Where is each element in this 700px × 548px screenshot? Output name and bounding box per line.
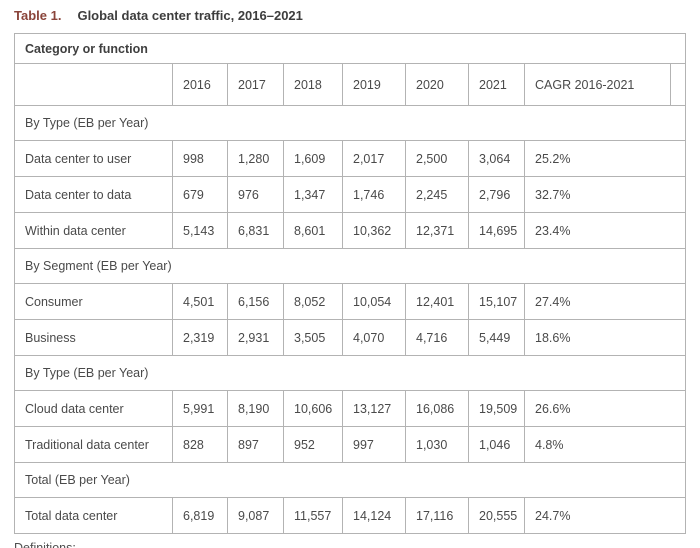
- value-cell: 1,046: [468, 426, 525, 463]
- value-cell: 10,362: [342, 212, 406, 249]
- value-cell: 5,449: [468, 319, 525, 356]
- table-row: Consumer 4,501 6,156 8,052 10,054 12,401…: [14, 283, 687, 320]
- row-label: Total data center: [14, 497, 173, 534]
- row-label: Within data center: [14, 212, 173, 249]
- value-cell: 997: [342, 426, 406, 463]
- value-cell: 10,606: [283, 390, 343, 427]
- year-header-2018: 2018: [283, 63, 343, 106]
- value-cell: 10,054: [342, 283, 406, 320]
- section-row: By Type (EB per Year): [13, 105, 687, 141]
- table-row: Data center to data 679 976 1,347 1,746 …: [14, 176, 687, 213]
- value-cell: 20,555: [468, 497, 525, 534]
- value-cell: 8,052: [283, 283, 343, 320]
- value-cell: 16,086: [405, 390, 469, 427]
- section-label: By Segment (EB per Year): [13, 248, 687, 284]
- section-row: Total (EB per Year): [13, 462, 687, 498]
- row-label: Data center to user: [14, 140, 173, 177]
- value-cell: 2,500: [405, 140, 469, 177]
- section-label: Total (EB per Year): [13, 462, 687, 498]
- year-header-row: 2016 2017 2018 2019 2020 2021 CAGR 2016-…: [14, 63, 687, 106]
- value-cell: 952: [283, 426, 343, 463]
- row-label: Cloud data center: [14, 390, 173, 427]
- value-cell: 4,716: [405, 319, 469, 356]
- row-label: Data center to data: [14, 176, 173, 213]
- value-cell: 1,347: [283, 176, 343, 213]
- cagr-cell: 23.4%: [523, 212, 687, 249]
- value-cell: 8,601: [283, 212, 343, 249]
- value-cell: 976: [227, 176, 284, 213]
- value-cell: 6,831: [227, 212, 284, 249]
- value-cell: 2,017: [342, 140, 406, 177]
- category-header-row: Category or function: [13, 33, 687, 64]
- row-label: Consumer: [14, 283, 173, 320]
- empty-corner-cell: [14, 63, 173, 106]
- row-label: Business: [14, 319, 173, 356]
- value-cell: 12,371: [405, 212, 469, 249]
- value-cell: 8,190: [227, 390, 284, 427]
- value-cell: 6,819: [172, 497, 228, 534]
- value-cell: 4,501: [172, 283, 228, 320]
- year-header-2016: 2016: [172, 63, 228, 106]
- row-label: Traditional data center: [14, 426, 173, 463]
- section-label: By Type (EB per Year): [13, 355, 687, 391]
- cagr-cell: 18.6%: [523, 319, 687, 356]
- cagr-cell: 26.6%: [523, 390, 687, 427]
- value-cell: 2,245: [405, 176, 469, 213]
- table-row: Within data center 5,143 6,831 8,601 10,…: [14, 212, 687, 249]
- definitions-label: Definitions:: [14, 541, 76, 548]
- value-cell: 2,796: [468, 176, 525, 213]
- value-cell: 12,401: [405, 283, 469, 320]
- table-caption: Table 1. Global data center traffic, 2016…: [14, 8, 303, 23]
- value-cell: 3,064: [468, 140, 525, 177]
- value-cell: 2,319: [172, 319, 228, 356]
- value-cell: 998: [172, 140, 228, 177]
- year-header-2020: 2020: [405, 63, 469, 106]
- section-label: By Type (EB per Year): [13, 105, 687, 141]
- value-cell: 14,695: [468, 212, 525, 249]
- value-cell: 6,156: [227, 283, 284, 320]
- value-cell: 1,030: [405, 426, 469, 463]
- value-cell: 1,746: [342, 176, 406, 213]
- table-row: Cloud data center 5,991 8,190 10,606 13,…: [14, 390, 687, 427]
- year-header-2021: 2021: [468, 63, 525, 106]
- table-caption-title: Global data center traffic, 2016–2021: [77, 8, 303, 23]
- value-cell: 15,107: [468, 283, 525, 320]
- section-row: By Segment (EB per Year): [13, 248, 687, 284]
- value-cell: 4,070: [342, 319, 406, 356]
- cagr-cell: 4.8%: [523, 426, 687, 463]
- value-cell: 679: [172, 176, 228, 213]
- value-cell: 828: [172, 426, 228, 463]
- value-cell: 897: [227, 426, 284, 463]
- data-center-traffic-table: Category or function 2016 2017 2018 2019…: [13, 33, 687, 534]
- cagr-cell: 32.7%: [523, 176, 687, 213]
- section-row: By Type (EB per Year): [13, 355, 687, 391]
- value-cell: 14,124: [342, 497, 406, 534]
- value-cell: 19,509: [468, 390, 525, 427]
- category-header-cell: Category or function: [13, 33, 687, 64]
- value-cell: 11,557: [283, 497, 343, 534]
- value-cell: 13,127: [342, 390, 406, 427]
- cagr-cell: 25.2%: [523, 140, 687, 177]
- table-caption-number: Table 1.: [14, 8, 62, 23]
- cagr-cell: 24.7%: [523, 497, 687, 534]
- cagr-header-cell: CAGR 2016-2021: [524, 63, 671, 106]
- value-cell: 9,087: [227, 497, 284, 534]
- value-cell: 2,931: [227, 319, 284, 356]
- value-cell: 5,143: [172, 212, 228, 249]
- table-row: Data center to user 998 1,280 1,609 2,01…: [14, 140, 687, 177]
- year-header-2019: 2019: [342, 63, 406, 106]
- value-cell: 17,116: [405, 497, 469, 534]
- year-header-2017: 2017: [227, 63, 284, 106]
- value-cell: 3,505: [283, 319, 343, 356]
- table-row: Traditional data center 828 897 952 997 …: [14, 426, 687, 463]
- value-cell: 1,609: [283, 140, 343, 177]
- table-row: Business 2,319 2,931 3,505 4,070 4,716 5…: [14, 319, 687, 356]
- empty-trailing-cell: [669, 63, 687, 106]
- cagr-cell: 27.4%: [523, 283, 687, 320]
- value-cell: 1,280: [227, 140, 284, 177]
- value-cell: 5,991: [172, 390, 228, 427]
- table-row: Total data center 6,819 9,087 11,557 14,…: [14, 497, 687, 534]
